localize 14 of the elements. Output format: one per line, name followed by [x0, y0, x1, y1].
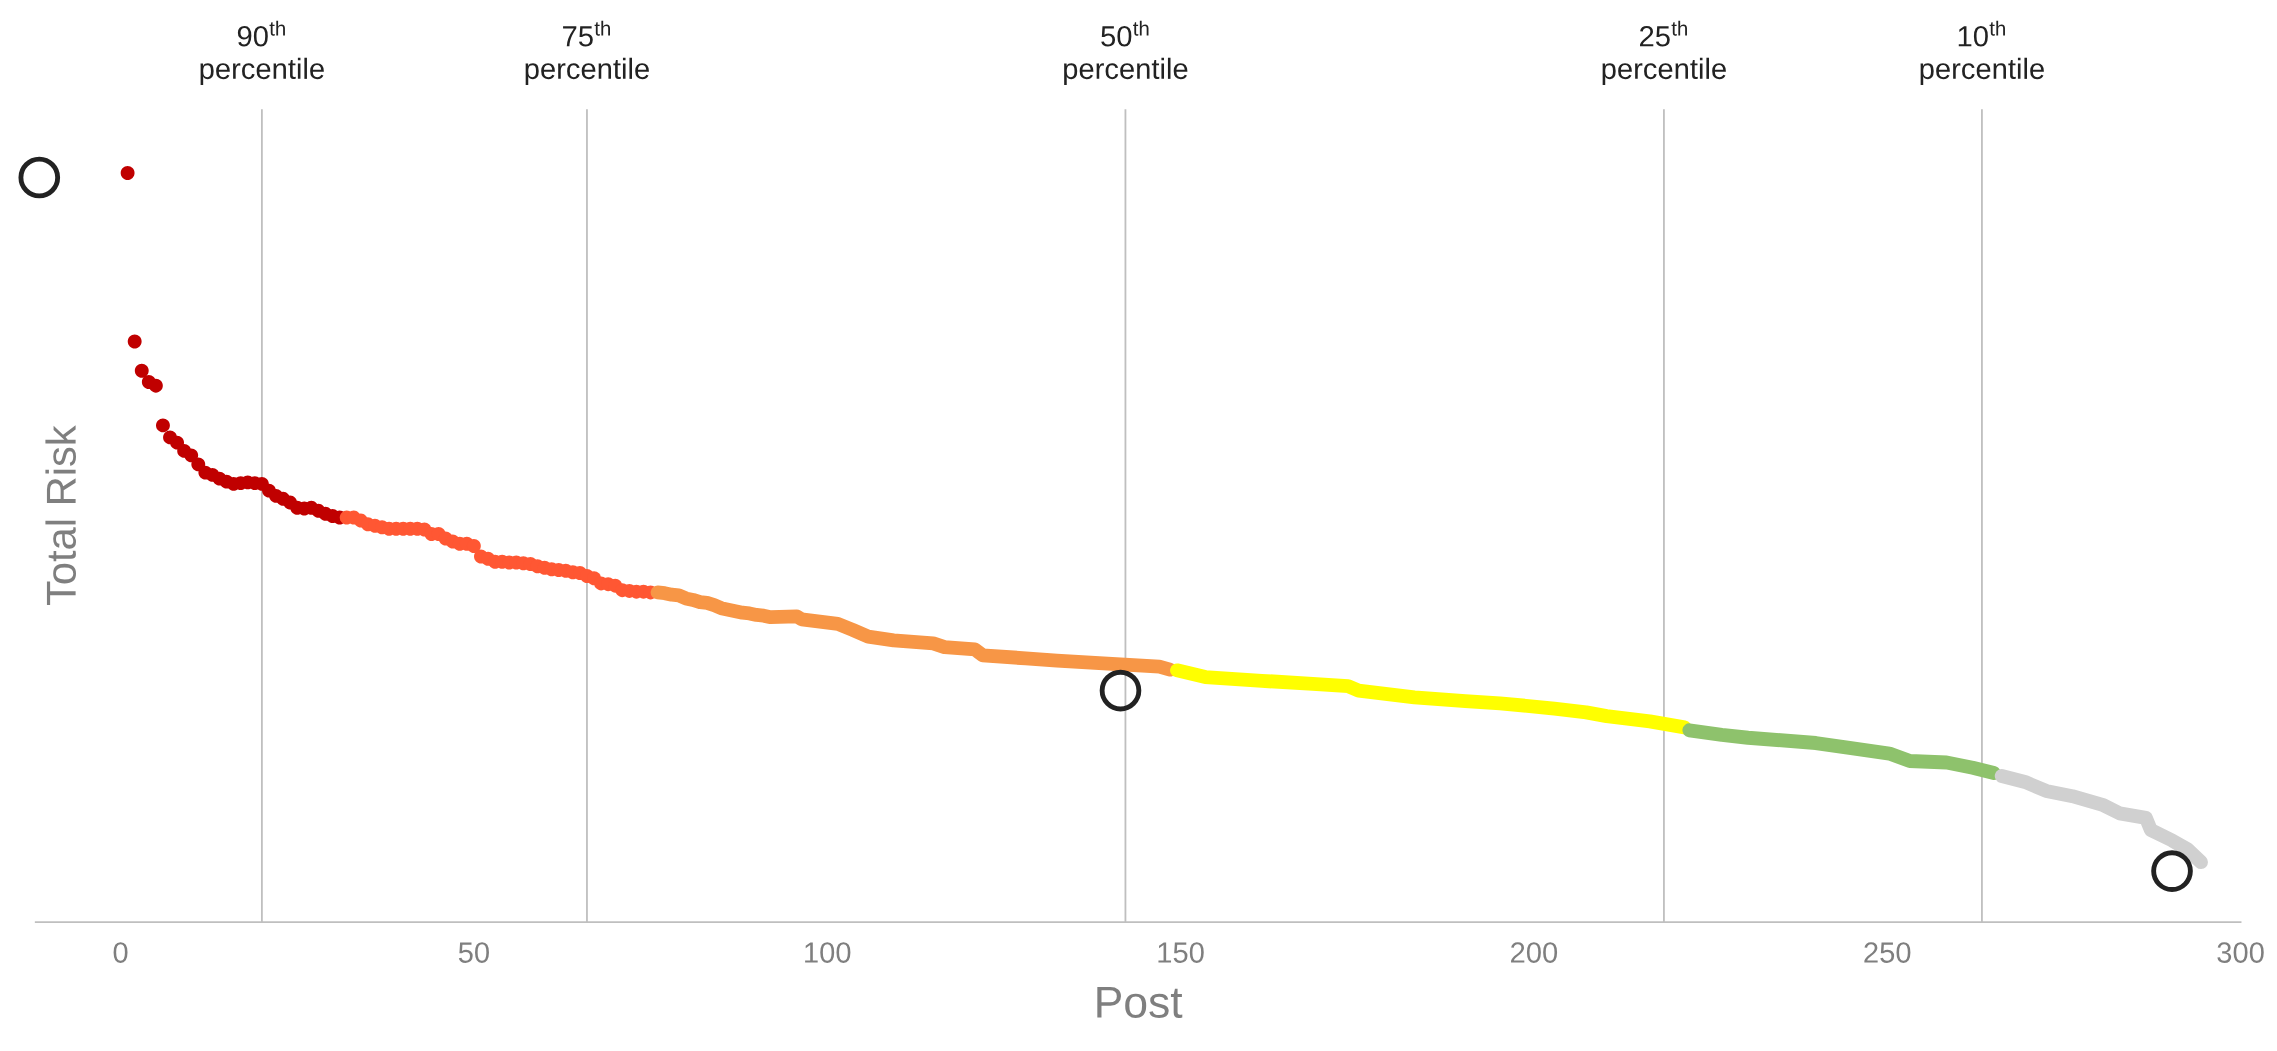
x-tick-label: 200	[1511, 942, 1558, 963]
ref-line-label: 25$^{th}$ percentile	[1602, 20, 1726, 85]
ref-line-label: 50$^{th}$ percentile	[1064, 20, 1188, 85]
x-tick-label: 100	[805, 942, 851, 963]
ref-line-label: 90$^{th}$ percentile	[200, 20, 324, 85]
y-axis-title: Total Risk	[45, 425, 77, 606]
x-tick-label: 150	[1158, 942, 1204, 963]
x-axis-title: Post	[1097, 986, 1183, 1018]
x-tick-label: 250	[1864, 942, 1911, 963]
x-tick-label: 0	[113, 942, 128, 963]
ref-line-label: 75$^{th}$ percentile	[525, 20, 649, 85]
ref-line-label: 10$^{th}$ percentile	[1920, 20, 2044, 85]
x-tick-label: 50	[458, 942, 489, 963]
x-tick-label: 300	[2217, 942, 2264, 963]
